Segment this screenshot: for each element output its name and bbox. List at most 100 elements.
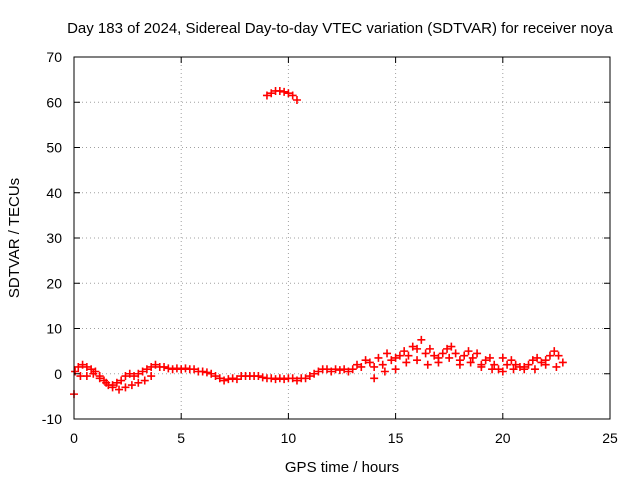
data-point — [438, 349, 447, 358]
data-point — [224, 375, 233, 384]
data-point — [370, 374, 379, 383]
x-tick-label: 0 — [70, 430, 78, 446]
x-tick-label: 10 — [281, 430, 297, 446]
data-point — [164, 364, 173, 373]
data-point — [541, 360, 550, 369]
data-point — [374, 353, 383, 362]
y-axis-label: SDTVAR / TECUs — [6, 178, 23, 298]
data-point — [310, 369, 319, 378]
data-point — [353, 360, 362, 369]
data-point — [485, 353, 494, 362]
data-point — [130, 372, 139, 381]
data-point — [78, 360, 87, 369]
data-point — [509, 365, 518, 374]
data-point — [117, 376, 126, 385]
data-point — [473, 349, 482, 358]
data-point — [361, 356, 370, 365]
data-point — [425, 344, 434, 353]
data-layer — [70, 86, 567, 399]
data-point — [142, 365, 151, 374]
data-point — [445, 353, 454, 362]
data-point — [460, 351, 469, 360]
data-point — [378, 360, 387, 369]
data-point — [102, 378, 111, 387]
data-point — [288, 91, 297, 100]
x-tick-label: 5 — [177, 430, 185, 446]
data-point — [112, 378, 121, 387]
y-tick-label: 40 — [46, 185, 62, 201]
data-point — [408, 342, 417, 351]
data-point — [533, 353, 542, 362]
data-point — [545, 351, 554, 360]
data-point — [147, 362, 156, 371]
data-point — [121, 383, 130, 392]
data-point — [423, 360, 432, 369]
data-point — [177, 365, 186, 374]
data-point — [402, 358, 411, 367]
data-point — [258, 373, 267, 382]
data-point — [314, 367, 323, 376]
y-tick-label: 70 — [46, 49, 62, 65]
data-point — [134, 369, 143, 378]
data-point — [190, 365, 199, 374]
data-point — [254, 372, 263, 381]
data-point — [443, 344, 452, 353]
data-point — [400, 347, 409, 356]
y-ticks: -10 0 10 20 30 40 50 60 70 — [42, 49, 610, 427]
y-tick-label: 60 — [46, 94, 62, 110]
data-point — [413, 356, 422, 365]
grid-layer — [74, 57, 610, 419]
data-point — [284, 89, 293, 98]
data-point — [481, 356, 490, 365]
y-tick-label: 30 — [46, 230, 62, 246]
data-point — [511, 360, 520, 369]
data-point — [151, 360, 160, 369]
data-point — [228, 374, 237, 383]
data-point — [121, 372, 130, 381]
y-tick-label: 0 — [54, 366, 62, 382]
y-tick-label: 10 — [46, 321, 62, 337]
data-point — [391, 353, 400, 362]
data-point — [488, 365, 497, 374]
data-point — [395, 351, 404, 360]
y-tick-label: 20 — [46, 275, 62, 291]
data-point — [181, 364, 190, 373]
data-point — [503, 360, 512, 369]
data-point — [335, 366, 344, 375]
data-point — [108, 383, 117, 392]
data-point — [331, 365, 340, 374]
data-point — [271, 375, 280, 384]
data-point — [95, 374, 104, 383]
data-point — [370, 362, 379, 371]
data-point — [207, 369, 216, 378]
data-point — [466, 358, 475, 367]
data-point — [404, 351, 413, 360]
data-point — [464, 347, 473, 356]
data-point — [520, 362, 529, 371]
data-point — [322, 365, 331, 374]
data-point — [125, 369, 134, 378]
data-point — [301, 374, 310, 383]
data-point — [490, 360, 499, 369]
data-point — [147, 372, 156, 381]
data-point — [417, 335, 426, 344]
x-tick-label: 25 — [602, 430, 618, 446]
data-point — [280, 87, 289, 96]
data-point — [172, 364, 181, 373]
y-tick-label: 50 — [46, 140, 62, 156]
data-point — [451, 349, 460, 358]
chart-title: Day 183 of 2024, Sidereal Day-to-day VTE… — [67, 20, 613, 37]
data-point — [292, 376, 301, 385]
data-point — [524, 360, 533, 369]
data-point — [202, 368, 211, 377]
data-point — [280, 375, 289, 384]
data-point — [134, 378, 143, 387]
data-point — [421, 349, 430, 358]
data-point — [391, 365, 400, 374]
data-point — [507, 356, 516, 365]
data-point — [455, 360, 464, 369]
data-point — [140, 376, 149, 385]
data-point — [232, 375, 241, 384]
data-point — [537, 358, 546, 367]
